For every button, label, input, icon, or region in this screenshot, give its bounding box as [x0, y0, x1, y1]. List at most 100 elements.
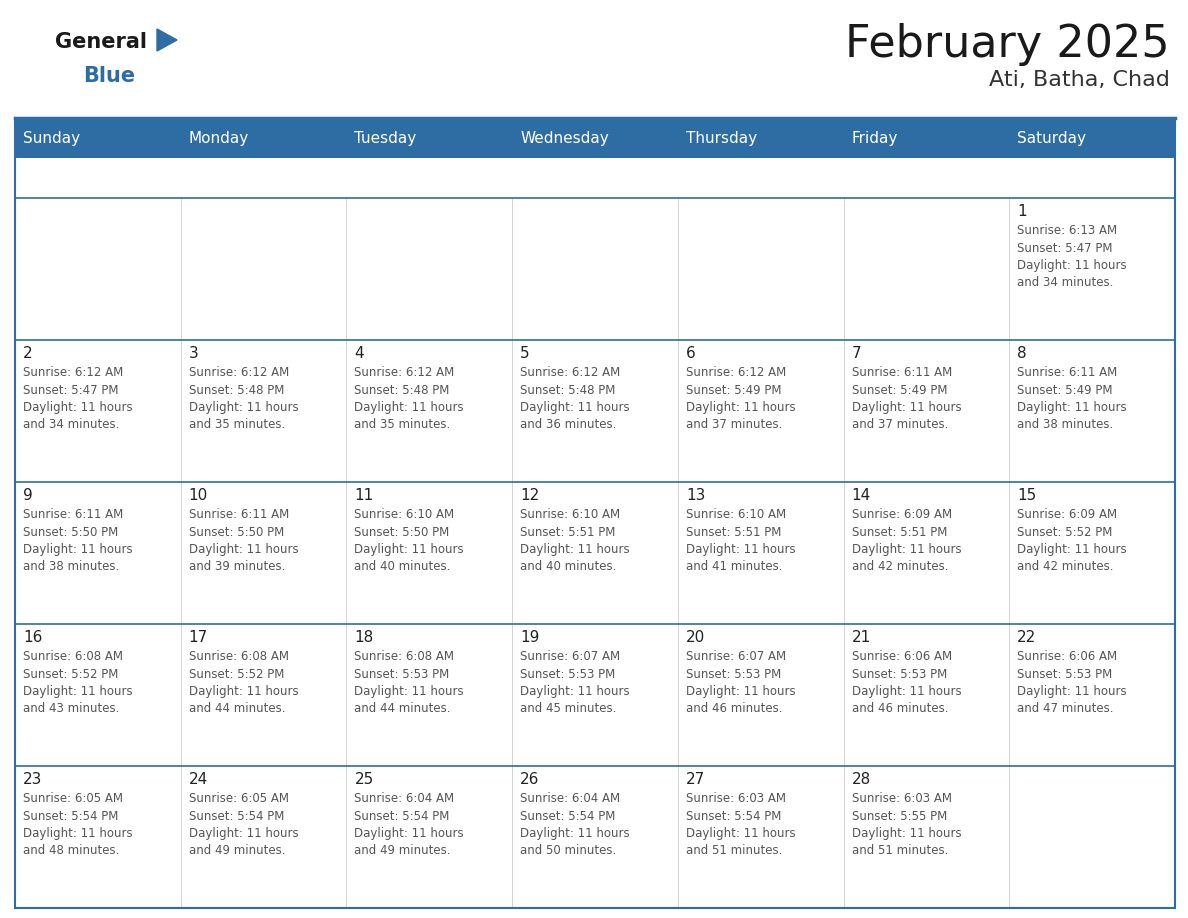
Text: and 46 minutes.: and 46 minutes. [852, 702, 948, 715]
Text: Sunset: 5:51 PM: Sunset: 5:51 PM [852, 525, 947, 539]
Text: General: General [55, 32, 147, 52]
Text: and 42 minutes.: and 42 minutes. [1017, 561, 1114, 574]
Text: Daylight: 11 hours: Daylight: 11 hours [189, 827, 298, 840]
Text: and 35 minutes.: and 35 minutes. [354, 419, 450, 431]
Text: 24: 24 [189, 772, 208, 787]
Text: Sunset: 5:51 PM: Sunset: 5:51 PM [520, 525, 615, 539]
Text: and 49 minutes.: and 49 minutes. [189, 845, 285, 857]
Text: and 36 minutes.: and 36 minutes. [520, 419, 617, 431]
Text: Sunrise: 6:10 AM: Sunrise: 6:10 AM [685, 508, 786, 521]
Text: 28: 28 [852, 772, 871, 787]
Text: Thursday: Thursday [685, 130, 757, 145]
Text: Daylight: 11 hours: Daylight: 11 hours [852, 685, 961, 698]
Text: 4: 4 [354, 346, 364, 361]
Text: and 43 minutes.: and 43 minutes. [23, 702, 119, 715]
Text: Sunset: 5:54 PM: Sunset: 5:54 PM [520, 810, 615, 823]
Bar [15, 482, 181, 624]
Text: Sunrise: 6:09 AM: Sunrise: 6:09 AM [852, 508, 952, 521]
Bar [181, 624, 347, 766]
Bar [843, 482, 1010, 624]
Text: 8: 8 [1017, 346, 1026, 361]
Text: Sunrise: 6:05 AM: Sunrise: 6:05 AM [23, 792, 124, 805]
Text: 18: 18 [354, 630, 374, 645]
Text: Daylight: 11 hours: Daylight: 11 hours [852, 827, 961, 840]
Bar [678, 766, 843, 908]
Bar [1010, 766, 1175, 908]
Bar [347, 340, 512, 482]
Text: Daylight: 11 hours: Daylight: 11 hours [852, 543, 961, 556]
Text: Daylight: 11 hours: Daylight: 11 hours [354, 401, 465, 414]
Text: Daylight: 11 hours: Daylight: 11 hours [354, 685, 465, 698]
Text: Sunset: 5:47 PM: Sunset: 5:47 PM [1017, 241, 1113, 254]
Text: 9: 9 [23, 488, 33, 503]
Text: Sunset: 5:53 PM: Sunset: 5:53 PM [1017, 667, 1112, 680]
Text: Daylight: 11 hours: Daylight: 11 hours [685, 685, 796, 698]
Text: and 39 minutes.: and 39 minutes. [189, 561, 285, 574]
Text: Ati, Batha, Chad: Ati, Batha, Chad [990, 70, 1170, 90]
Bar [843, 198, 1010, 340]
Text: Daylight: 11 hours: Daylight: 11 hours [520, 543, 630, 556]
Bar [15, 198, 181, 340]
Polygon shape [157, 29, 177, 51]
Text: Daylight: 11 hours: Daylight: 11 hours [23, 401, 133, 414]
Bar [347, 624, 512, 766]
Text: Sunrise: 6:06 AM: Sunrise: 6:06 AM [852, 650, 952, 663]
Bar [347, 198, 512, 340]
Text: Sunrise: 6:04 AM: Sunrise: 6:04 AM [354, 792, 455, 805]
Bar [15, 118, 1175, 908]
Text: Sunset: 5:47 PM: Sunset: 5:47 PM [23, 384, 119, 397]
Text: 11: 11 [354, 488, 374, 503]
Bar [1010, 340, 1175, 482]
Text: Sunrise: 6:12 AM: Sunrise: 6:12 AM [685, 366, 786, 379]
Text: 22: 22 [1017, 630, 1037, 645]
Text: Sunrise: 6:09 AM: Sunrise: 6:09 AM [1017, 508, 1118, 521]
Text: 7: 7 [852, 346, 861, 361]
Text: Sunrise: 6:06 AM: Sunrise: 6:06 AM [1017, 650, 1118, 663]
Bar [678, 340, 843, 482]
Text: 19: 19 [520, 630, 539, 645]
Text: and 41 minutes.: and 41 minutes. [685, 561, 783, 574]
Text: 21: 21 [852, 630, 871, 645]
Text: Tuesday: Tuesday [354, 130, 417, 145]
Text: Monday: Monday [189, 130, 249, 145]
Text: and 40 minutes.: and 40 minutes. [354, 561, 450, 574]
Text: Daylight: 11 hours: Daylight: 11 hours [23, 543, 133, 556]
Text: Sunrise: 6:12 AM: Sunrise: 6:12 AM [520, 366, 620, 379]
Text: 27: 27 [685, 772, 706, 787]
Text: and 49 minutes.: and 49 minutes. [354, 845, 451, 857]
Text: Sunrise: 6:11 AM: Sunrise: 6:11 AM [23, 508, 124, 521]
Text: and 42 minutes.: and 42 minutes. [852, 561, 948, 574]
Text: Daylight: 11 hours: Daylight: 11 hours [189, 401, 298, 414]
Text: Sunset: 5:55 PM: Sunset: 5:55 PM [852, 810, 947, 823]
Bar [843, 766, 1010, 908]
Text: Sunrise: 6:10 AM: Sunrise: 6:10 AM [354, 508, 455, 521]
Bar [1010, 198, 1175, 340]
Bar [15, 118, 1175, 158]
Text: Sunday: Sunday [23, 130, 80, 145]
Bar [512, 766, 678, 908]
Text: 10: 10 [189, 488, 208, 503]
Text: 6: 6 [685, 346, 696, 361]
Text: Sunset: 5:53 PM: Sunset: 5:53 PM [852, 667, 947, 680]
Bar [512, 340, 678, 482]
Text: Friday: Friday [852, 130, 898, 145]
Text: and 50 minutes.: and 50 minutes. [520, 845, 617, 857]
Text: 17: 17 [189, 630, 208, 645]
Bar [1010, 624, 1175, 766]
Text: Sunset: 5:49 PM: Sunset: 5:49 PM [685, 384, 782, 397]
Text: 13: 13 [685, 488, 706, 503]
Text: 15: 15 [1017, 488, 1037, 503]
Text: Sunset: 5:50 PM: Sunset: 5:50 PM [189, 525, 284, 539]
Text: Sunset: 5:53 PM: Sunset: 5:53 PM [520, 667, 615, 680]
Text: and 34 minutes.: and 34 minutes. [23, 419, 119, 431]
Text: and 51 minutes.: and 51 minutes. [852, 845, 948, 857]
Text: 1: 1 [1017, 204, 1026, 219]
Text: Sunset: 5:51 PM: Sunset: 5:51 PM [685, 525, 782, 539]
Bar [181, 198, 347, 340]
Bar [15, 340, 181, 482]
Text: Blue: Blue [83, 66, 135, 86]
Text: Sunset: 5:49 PM: Sunset: 5:49 PM [852, 384, 947, 397]
Bar [15, 766, 181, 908]
Text: and 37 minutes.: and 37 minutes. [685, 419, 782, 431]
Text: Daylight: 11 hours: Daylight: 11 hours [1017, 543, 1127, 556]
